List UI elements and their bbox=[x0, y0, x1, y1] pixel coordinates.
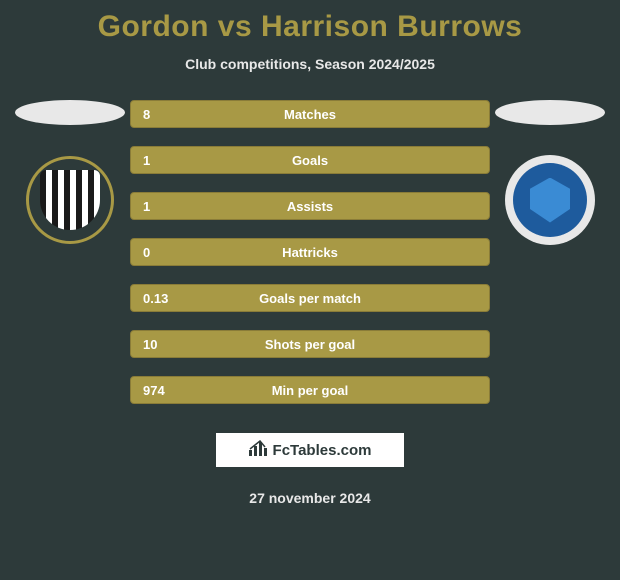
stat-label: Goals bbox=[292, 153, 328, 168]
fctables-logo: FcTables.com bbox=[215, 432, 405, 468]
date-text: 27 november 2024 bbox=[0, 490, 620, 506]
stat-bar-assists: 1 Assists bbox=[130, 192, 490, 220]
stat-label: Shots per goal bbox=[265, 337, 355, 352]
stat-bar-shots-per-goal: 10 Shots per goal bbox=[130, 330, 490, 358]
stat-value: 10 bbox=[143, 337, 157, 352]
stat-value: 8 bbox=[143, 107, 150, 122]
chart-bars-icon bbox=[249, 440, 267, 461]
stat-label: Hattricks bbox=[282, 245, 338, 260]
logo-text: FcTables.com bbox=[273, 442, 372, 459]
right-team-badge bbox=[505, 155, 595, 245]
left-team-col bbox=[10, 100, 130, 245]
stat-bar-min-per-goal: 974 Min per goal bbox=[130, 376, 490, 404]
stat-value: 0.13 bbox=[143, 291, 168, 306]
subtitle: Club competitions, Season 2024/2025 bbox=[0, 56, 620, 72]
stat-label: Min per goal bbox=[272, 383, 349, 398]
stat-bar-hattricks: 0 Hattricks bbox=[130, 238, 490, 266]
comparison-area: 8 Matches 1 Goals 1 Assists 0 Hattricks … bbox=[0, 100, 620, 404]
stat-value: 1 bbox=[143, 153, 150, 168]
notts-county-badge-icon bbox=[40, 170, 100, 230]
stat-bar-matches: 8 Matches bbox=[130, 100, 490, 128]
peterborough-badge-icon bbox=[525, 178, 575, 223]
right-cap-shape bbox=[495, 100, 605, 125]
stat-label: Goals per match bbox=[259, 291, 361, 306]
left-cap-shape bbox=[15, 100, 125, 125]
stat-label: Assists bbox=[287, 199, 333, 214]
page-title: Gordon vs Harrison Burrows bbox=[0, 0, 620, 44]
stat-bar-goals-per-match: 0.13 Goals per match bbox=[130, 284, 490, 312]
left-team-badge bbox=[25, 155, 115, 245]
logo-area: FcTables.com bbox=[0, 432, 620, 468]
right-team-col bbox=[490, 100, 610, 245]
stat-value: 0 bbox=[143, 245, 150, 260]
stats-column: 8 Matches 1 Goals 1 Assists 0 Hattricks … bbox=[130, 100, 490, 404]
stat-bar-goals: 1 Goals bbox=[130, 146, 490, 174]
stat-value: 1 bbox=[143, 199, 150, 214]
stat-label: Matches bbox=[284, 107, 336, 122]
stat-value: 974 bbox=[143, 383, 165, 398]
